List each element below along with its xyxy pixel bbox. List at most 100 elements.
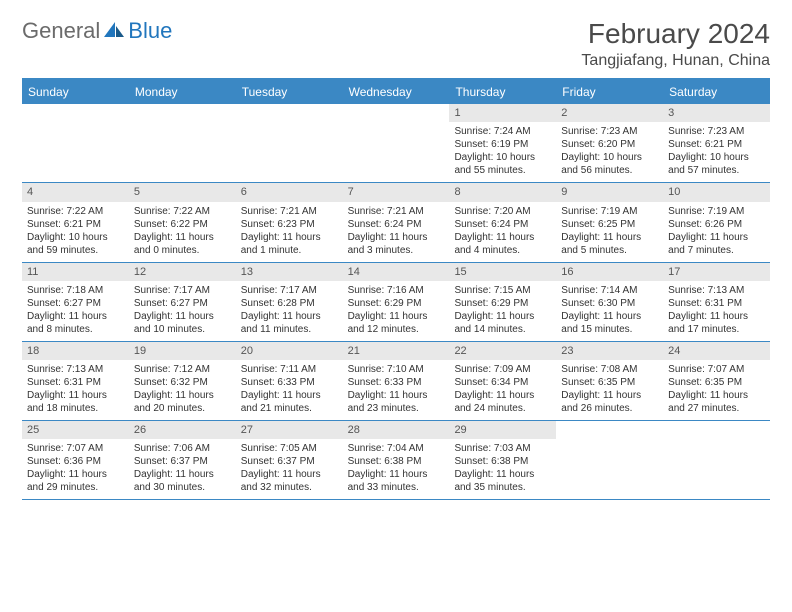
sunset-text: Sunset: 6:30 PM bbox=[561, 297, 658, 310]
empty-cell bbox=[236, 104, 343, 182]
sunrise-text: Sunrise: 7:06 AM bbox=[134, 442, 231, 455]
logo-text-blue: Blue bbox=[128, 18, 172, 44]
day-cell: 21Sunrise: 7:10 AMSunset: 6:33 PMDayligh… bbox=[343, 342, 450, 420]
sunset-text: Sunset: 6:31 PM bbox=[668, 297, 765, 310]
sunset-text: Sunset: 6:33 PM bbox=[241, 376, 338, 389]
sunrise-text: Sunrise: 7:11 AM bbox=[241, 363, 338, 376]
day-header: Sunday bbox=[22, 80, 129, 104]
week-row: 4Sunrise: 7:22 AMSunset: 6:21 PMDaylight… bbox=[22, 183, 770, 262]
day-number: 9 bbox=[556, 183, 663, 201]
sunrise-text: Sunrise: 7:20 AM bbox=[454, 205, 551, 218]
day-cell: 17Sunrise: 7:13 AMSunset: 6:31 PMDayligh… bbox=[663, 263, 770, 341]
week-row: 11Sunrise: 7:18 AMSunset: 6:27 PMDayligh… bbox=[22, 263, 770, 342]
sunset-text: Sunset: 6:24 PM bbox=[348, 218, 445, 231]
sunset-text: Sunset: 6:37 PM bbox=[134, 455, 231, 468]
daylight-text: Daylight: 10 hours and 55 minutes. bbox=[454, 151, 551, 177]
sunrise-text: Sunrise: 7:07 AM bbox=[668, 363, 765, 376]
daylight-text: Daylight: 11 hours and 26 minutes. bbox=[561, 389, 658, 415]
location: Tangjiafang, Hunan, China bbox=[581, 52, 770, 70]
sunset-text: Sunset: 6:29 PM bbox=[348, 297, 445, 310]
daylight-text: Daylight: 11 hours and 18 minutes. bbox=[27, 389, 124, 415]
sunset-text: Sunset: 6:34 PM bbox=[454, 376, 551, 389]
sunrise-text: Sunrise: 7:08 AM bbox=[561, 363, 658, 376]
day-cell: 5 Sunrise: 7:22 AMSunset: 6:22 PMDaylight… bbox=[129, 183, 236, 261]
daylight-text: Daylight: 11 hours and 7 minutes. bbox=[668, 231, 765, 257]
day-number: 16 bbox=[556, 263, 663, 281]
sunrise-text: Sunrise: 7:22 AM bbox=[134, 205, 231, 218]
sunrise-text: Sunrise: 7:21 AM bbox=[241, 205, 338, 218]
sunset-text: Sunset: 6:37 PM bbox=[241, 455, 338, 468]
sunset-text: Sunset: 6:21 PM bbox=[27, 218, 124, 231]
month-title: February 2024 bbox=[581, 18, 770, 50]
day-cell: 22Sunrise: 7:09 AMSunset: 6:34 PMDayligh… bbox=[449, 342, 556, 420]
daylight-text: Daylight: 11 hours and 29 minutes. bbox=[27, 468, 124, 494]
week-row: 25Sunrise: 7:07 AMSunset: 6:36 PMDayligh… bbox=[22, 421, 770, 500]
day-cell: 25Sunrise: 7:07 AMSunset: 6:36 PMDayligh… bbox=[22, 421, 129, 499]
day-number: 3 bbox=[663, 104, 770, 122]
day-cell: 23Sunrise: 7:08 AMSunset: 6:35 PMDayligh… bbox=[556, 342, 663, 420]
sunrise-text: Sunrise: 7:21 AM bbox=[348, 205, 445, 218]
empty-cell bbox=[22, 104, 129, 182]
sunrise-text: Sunrise: 7:14 AM bbox=[561, 284, 658, 297]
day-number: 11 bbox=[22, 263, 129, 281]
day-cell: 20Sunrise: 7:11 AMSunset: 6:33 PMDayligh… bbox=[236, 342, 343, 420]
daylight-text: Daylight: 10 hours and 59 minutes. bbox=[27, 231, 124, 257]
day-header-row: SundayMondayTuesdayWednesdayThursdayFrid… bbox=[22, 80, 770, 104]
daylight-text: Daylight: 11 hours and 35 minutes. bbox=[454, 468, 551, 494]
day-number: 13 bbox=[236, 263, 343, 281]
daylight-text: Daylight: 10 hours and 56 minutes. bbox=[561, 151, 658, 177]
sunset-text: Sunset: 6:33 PM bbox=[348, 376, 445, 389]
day-cell: 19Sunrise: 7:12 AMSunset: 6:32 PMDayligh… bbox=[129, 342, 236, 420]
logo-text-general: General bbox=[22, 18, 100, 44]
day-number: 22 bbox=[449, 342, 556, 360]
sunset-text: Sunset: 6:35 PM bbox=[668, 376, 765, 389]
day-number: 20 bbox=[236, 342, 343, 360]
sunrise-text: Sunrise: 7:12 AM bbox=[134, 363, 231, 376]
day-number: 18 bbox=[22, 342, 129, 360]
day-cell: 24Sunrise: 7:07 AMSunset: 6:35 PMDayligh… bbox=[663, 342, 770, 420]
day-cell: 13Sunrise: 7:17 AMSunset: 6:28 PMDayligh… bbox=[236, 263, 343, 341]
day-header: Thursday bbox=[449, 80, 556, 104]
daylight-text: Daylight: 11 hours and 0 minutes. bbox=[134, 231, 231, 257]
day-cell: 12Sunrise: 7:17 AMSunset: 6:27 PMDayligh… bbox=[129, 263, 236, 341]
day-cell: 15Sunrise: 7:15 AMSunset: 6:29 PMDayligh… bbox=[449, 263, 556, 341]
sunset-text: Sunset: 6:22 PM bbox=[134, 218, 231, 231]
sunrise-text: Sunrise: 7:16 AM bbox=[348, 284, 445, 297]
sunset-text: Sunset: 6:19 PM bbox=[454, 138, 551, 151]
day-number: 4 bbox=[22, 183, 129, 201]
header: General Blue February 2024 Tangjiafang, … bbox=[22, 18, 770, 70]
day-cell: 6Sunrise: 7:21 AMSunset: 6:23 PMDaylight… bbox=[236, 183, 343, 261]
empty-cell bbox=[663, 421, 770, 499]
sunset-text: Sunset: 6:27 PM bbox=[134, 297, 231, 310]
day-cell: 14Sunrise: 7:16 AMSunset: 6:29 PMDayligh… bbox=[343, 263, 450, 341]
sunset-text: Sunset: 6:31 PM bbox=[27, 376, 124, 389]
title-block: February 2024 Tangjiafang, Hunan, China bbox=[581, 18, 770, 70]
sunset-text: Sunset: 6:24 PM bbox=[454, 218, 551, 231]
day-cell: 8Sunrise: 7:20 AMSunset: 6:24 PMDaylight… bbox=[449, 183, 556, 261]
sunset-text: Sunset: 6:27 PM bbox=[27, 297, 124, 310]
day-number: 24 bbox=[663, 342, 770, 360]
day-cell: 11 Sunrise: 7:18 AMSunset: 6:27 PMDayligh… bbox=[22, 263, 129, 341]
sunrise-text: Sunrise: 7:19 AM bbox=[561, 205, 658, 218]
sunrise-text: Sunrise: 7:17 AM bbox=[134, 284, 231, 297]
day-cell: 1Sunrise: 7:24 AMSunset: 6:19 PMDaylight… bbox=[449, 104, 556, 182]
daylight-text: Daylight: 11 hours and 32 minutes. bbox=[241, 468, 338, 494]
sunrise-text: Sunrise: 7:18 AM bbox=[27, 284, 124, 297]
day-cell: 7Sunrise: 7:21 AMSunset: 6:24 PMDaylight… bbox=[343, 183, 450, 261]
day-number: 25 bbox=[22, 421, 129, 439]
sunset-text: Sunset: 6:35 PM bbox=[561, 376, 658, 389]
daylight-text: Daylight: 11 hours and 3 minutes. bbox=[348, 231, 445, 257]
daylight-text: Daylight: 11 hours and 4 minutes. bbox=[454, 231, 551, 257]
day-header: Saturday bbox=[663, 80, 770, 104]
day-number: 6 bbox=[236, 183, 343, 201]
sunset-text: Sunset: 6:21 PM bbox=[668, 138, 765, 151]
sunrise-text: Sunrise: 7:22 AM bbox=[27, 205, 124, 218]
sunset-text: Sunset: 6:36 PM bbox=[27, 455, 124, 468]
sunset-text: Sunset: 6:23 PM bbox=[241, 218, 338, 231]
day-cell: 16Sunrise: 7:14 AMSunset: 6:30 PMDayligh… bbox=[556, 263, 663, 341]
sunrise-text: Sunrise: 7:15 AM bbox=[454, 284, 551, 297]
weeks-container: 1Sunrise: 7:24 AMSunset: 6:19 PMDaylight… bbox=[22, 104, 770, 500]
day-number: 5 bbox=[129, 183, 236, 201]
empty-cell bbox=[343, 104, 450, 182]
daylight-text: Daylight: 11 hours and 8 minutes. bbox=[27, 310, 124, 336]
